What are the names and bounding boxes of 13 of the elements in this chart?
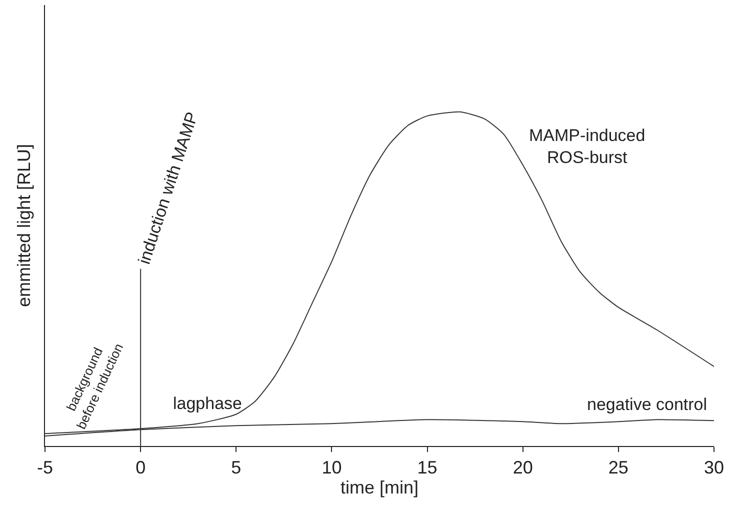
x-tick-label: 30 (704, 458, 724, 478)
x-tick-label: 20 (512, 458, 533, 478)
x-tick-label: 10 (322, 458, 342, 478)
x-tick-label: 25 (608, 458, 628, 478)
annotation: MAMP-induced ROS-burst (529, 126, 646, 168)
x-tick-label: 15 (417, 458, 438, 478)
y-axis-title: emmitted light [RLU] (14, 144, 34, 308)
annotation: negative control (587, 395, 708, 414)
x-axis-title: time [min] (340, 478, 419, 498)
x-tick-label: 5 (231, 458, 242, 478)
x-tick-label: 0 (136, 458, 146, 478)
x-tick-label: -5 (36, 458, 54, 478)
annotation: lagphase (173, 394, 242, 413)
